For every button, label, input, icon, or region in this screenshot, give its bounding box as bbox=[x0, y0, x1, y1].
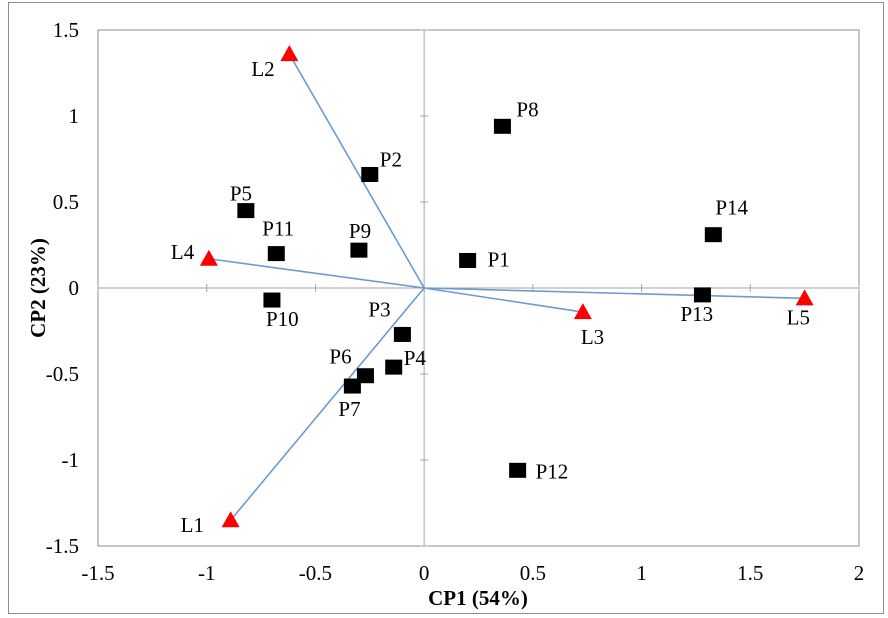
chart-frame: -1.5 -1 -0.5 0 0.5 1 1.5 2 -1.5 -1 -0.5 0 0.5 1 1.5 P… bbox=[8, 2, 884, 614]
point-label-p5: P5 bbox=[230, 182, 252, 206]
point-label-p14: P14 bbox=[715, 196, 748, 220]
point-label-p8: P8 bbox=[516, 97, 538, 121]
point-marker-p14 bbox=[704, 227, 722, 243]
x-axis-label: CP1 (54%) bbox=[428, 586, 528, 610]
point-label-p3: P3 bbox=[368, 297, 390, 321]
point-label-p10: P10 bbox=[266, 307, 299, 331]
point-marker-p3 bbox=[393, 326, 411, 342]
point-marker-p4 bbox=[385, 359, 403, 375]
loading-vector-l1 bbox=[230, 287, 425, 521]
biplot-chart: -1.5 -1 -0.5 0 0.5 1 1.5 2 -1.5 -1 -0.5 0 0.5 1 1.5 P… bbox=[26, 18, 864, 610]
x-tick-label: -0.5 bbox=[299, 561, 332, 585]
point-marker-p10 bbox=[263, 292, 281, 308]
point-marker-p6 bbox=[356, 368, 374, 384]
point-label-p4: P4 bbox=[404, 346, 427, 370]
point-label-p2: P2 bbox=[380, 147, 402, 171]
point-marker-p11 bbox=[267, 246, 285, 262]
loading-marker-l3 bbox=[573, 303, 592, 320]
x-tick-label: 2 bbox=[854, 561, 865, 585]
point-label-p7: P7 bbox=[338, 397, 360, 421]
y-tick-label: 1.5 bbox=[53, 18, 79, 42]
loading-vectors bbox=[208, 53, 805, 521]
loading-marker-l4 bbox=[199, 249, 218, 266]
x-tick-label: 0 bbox=[419, 561, 430, 585]
loading-marker-l5 bbox=[795, 289, 814, 306]
x-tick-label: 1.5 bbox=[737, 561, 763, 585]
point-label-l3: L3 bbox=[581, 325, 604, 349]
point-labels: P1 P2 P3 P4 P5 P6 P7 P8 P9 P10 P11 P12 P13 P14 L1 L2 L3 L… bbox=[171, 57, 810, 537]
y-tick-label: 0 bbox=[69, 276, 80, 300]
loading-vector-l4 bbox=[208, 257, 425, 289]
y-tick-label: 0.5 bbox=[53, 190, 79, 214]
loading-vector-l5 bbox=[424, 287, 805, 300]
loading-marker-l2 bbox=[280, 45, 299, 62]
point-label-l5: L5 bbox=[787, 305, 810, 329]
point-label-p11: P11 bbox=[262, 217, 294, 241]
point-marker-p8 bbox=[493, 118, 511, 134]
loading-vector-l2 bbox=[288, 53, 425, 289]
point-label-l2: L2 bbox=[251, 57, 274, 81]
point-marker-p12 bbox=[509, 462, 527, 478]
x-tick-labels: -1.5 -1 -0.5 0 0.5 1 1.5 2 bbox=[81, 284, 864, 585]
loading-marker-l1 bbox=[221, 511, 240, 528]
y-tick-label: -0.5 bbox=[46, 362, 79, 386]
point-marker-p5 bbox=[237, 203, 255, 219]
x-tick-label: 1 bbox=[636, 561, 647, 585]
x-tick-label: 0.5 bbox=[520, 561, 546, 585]
y-tick-label: 1 bbox=[69, 104, 80, 128]
point-label-p13: P13 bbox=[680, 302, 713, 326]
point-label-p12: P12 bbox=[536, 459, 569, 483]
data-markers bbox=[199, 45, 814, 528]
point-marker-p7 bbox=[343, 378, 361, 394]
x-tick-label: -1.5 bbox=[81, 561, 114, 585]
x-tick-label: -1 bbox=[198, 561, 216, 585]
point-marker-p9 bbox=[350, 242, 368, 258]
point-label-p1: P1 bbox=[488, 247, 510, 271]
point-label-p9: P9 bbox=[349, 219, 371, 243]
y-tick-label: -1 bbox=[62, 448, 80, 472]
point-label-l1: L1 bbox=[181, 513, 204, 537]
point-marker-p1 bbox=[459, 252, 477, 268]
y-axis-label: CP2 (23%) bbox=[26, 238, 50, 338]
point-marker-p13 bbox=[693, 287, 711, 303]
y-tick-label: -1.5 bbox=[46, 534, 79, 558]
point-label-p6: P6 bbox=[329, 345, 351, 369]
point-marker-p2 bbox=[361, 166, 379, 182]
point-label-l4: L4 bbox=[171, 240, 195, 264]
loading-vector-l3 bbox=[424, 287, 583, 313]
